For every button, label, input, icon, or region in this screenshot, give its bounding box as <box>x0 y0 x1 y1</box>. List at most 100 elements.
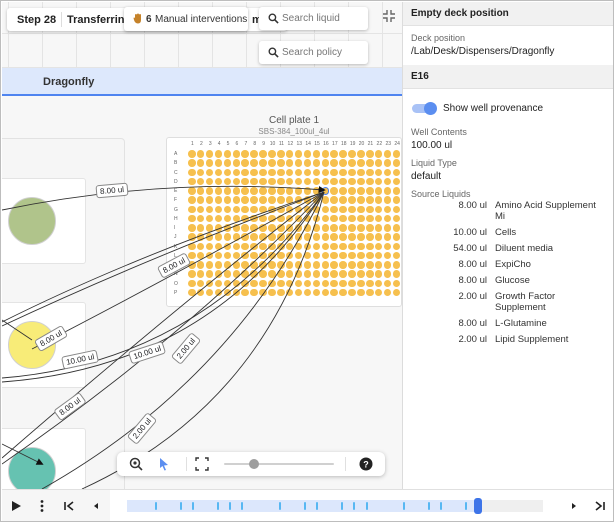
well-E12[interactable] <box>285 187 294 195</box>
well-D17[interactable] <box>330 177 338 186</box>
well-C16[interactable] <box>321 168 330 177</box>
well-A21[interactable] <box>366 150 374 158</box>
well-J19[interactable] <box>348 233 356 241</box>
well-P17[interactable] <box>330 288 338 297</box>
well-I6[interactable] <box>232 224 241 232</box>
well-N8[interactable] <box>250 270 258 278</box>
well-J15[interactable] <box>312 233 321 241</box>
well-N2[interactable] <box>196 270 205 278</box>
well-A16[interactable] <box>321 150 330 158</box>
zoom-slider-track[interactable] <box>224 463 334 465</box>
more-vert-icon[interactable] <box>35 499 49 513</box>
well-D16[interactable] <box>321 177 330 186</box>
well-B4[interactable] <box>214 159 223 167</box>
well-E22[interactable] <box>374 187 383 195</box>
well-C11[interactable] <box>277 168 285 177</box>
well-M23[interactable] <box>383 261 392 269</box>
well-B5[interactable] <box>223 159 232 167</box>
well-B17[interactable] <box>330 159 338 167</box>
well-F2[interactable] <box>196 196 205 204</box>
well-C10[interactable] <box>268 168 276 177</box>
well-E17[interactable] <box>330 187 338 195</box>
well-M11[interactable] <box>277 261 285 269</box>
well-C8[interactable] <box>250 168 258 177</box>
well-P10[interactable] <box>268 288 276 297</box>
reservoir-3[interactable] <box>2 428 86 489</box>
well-H7[interactable] <box>241 214 249 223</box>
well-M12[interactable] <box>285 261 294 269</box>
well-D8[interactable] <box>250 177 258 186</box>
well-N6[interactable] <box>232 270 241 278</box>
search-policy-box[interactable] <box>259 41 368 64</box>
well-F20[interactable] <box>357 196 365 204</box>
well-C19[interactable] <box>348 168 356 177</box>
well-C4[interactable] <box>214 168 223 177</box>
well-L18[interactable] <box>339 251 347 260</box>
well-E9[interactable] <box>259 187 267 195</box>
well-O1[interactable] <box>188 279 196 288</box>
well-O22[interactable] <box>374 279 383 288</box>
well-M18[interactable] <box>339 261 347 269</box>
timeline-tick[interactable] <box>403 502 405 510</box>
well-N14[interactable] <box>303 270 312 278</box>
well-I9[interactable] <box>259 224 267 232</box>
well-F18[interactable] <box>339 196 347 204</box>
well-K15[interactable] <box>312 242 321 251</box>
well-B8[interactable] <box>250 159 258 167</box>
well-E1[interactable] <box>188 187 196 195</box>
well-B21[interactable] <box>366 159 374 167</box>
well-P2[interactable] <box>196 288 205 297</box>
well-N1[interactable] <box>188 270 196 278</box>
well-O20[interactable] <box>357 279 365 288</box>
well-I15[interactable] <box>312 224 321 232</box>
well-E5[interactable] <box>223 187 232 195</box>
well-G17[interactable] <box>330 205 338 214</box>
well-H4[interactable] <box>214 214 223 223</box>
well-L21[interactable] <box>366 251 374 260</box>
well-B12[interactable] <box>285 159 294 167</box>
well-O17[interactable] <box>330 279 338 288</box>
well-K5[interactable] <box>223 242 232 251</box>
well-B14[interactable] <box>303 159 312 167</box>
well-I13[interactable] <box>294 224 303 232</box>
well-K13[interactable] <box>294 242 303 251</box>
well-O9[interactable] <box>259 279 267 288</box>
well-E23[interactable] <box>383 187 392 195</box>
well-K10[interactable] <box>268 242 276 251</box>
well-K17[interactable] <box>330 242 338 251</box>
well-G7[interactable] <box>241 205 249 214</box>
well-G12[interactable] <box>285 205 294 214</box>
well-F1[interactable] <box>188 196 196 204</box>
well-K12[interactable] <box>285 242 294 251</box>
well-A19[interactable] <box>348 150 356 158</box>
well-C9[interactable] <box>259 168 267 177</box>
well-K22[interactable] <box>374 242 383 251</box>
well-H15[interactable] <box>312 214 321 223</box>
well-K20[interactable] <box>357 242 365 251</box>
well-N23[interactable] <box>383 270 392 278</box>
well-H22[interactable] <box>374 214 383 223</box>
well-E21[interactable] <box>366 187 374 195</box>
well-G9[interactable] <box>259 205 267 214</box>
timeline-tick[interactable] <box>465 502 467 510</box>
well-M6[interactable] <box>232 261 241 269</box>
well-G5[interactable] <box>223 205 232 214</box>
well-F19[interactable] <box>348 196 356 204</box>
well-J21[interactable] <box>366 233 374 241</box>
well-H8[interactable] <box>250 214 258 223</box>
well-G15[interactable] <box>312 205 321 214</box>
well-F21[interactable] <box>366 196 374 204</box>
timeline-tick[interactable] <box>217 502 219 510</box>
well-H10[interactable] <box>268 214 276 223</box>
well-J5[interactable] <box>223 233 232 241</box>
pointer-icon[interactable] <box>157 457 171 471</box>
well-B15[interactable] <box>312 159 321 167</box>
well-J17[interactable] <box>330 233 338 241</box>
well-J14[interactable] <box>303 233 312 241</box>
well-E4[interactable] <box>214 187 223 195</box>
well-A7[interactable] <box>241 150 249 158</box>
timeline-thumb[interactable] <box>474 498 482 514</box>
well-G21[interactable] <box>366 205 374 214</box>
well-C13[interactable] <box>294 168 303 177</box>
search-liquid-box[interactable] <box>259 7 368 30</box>
